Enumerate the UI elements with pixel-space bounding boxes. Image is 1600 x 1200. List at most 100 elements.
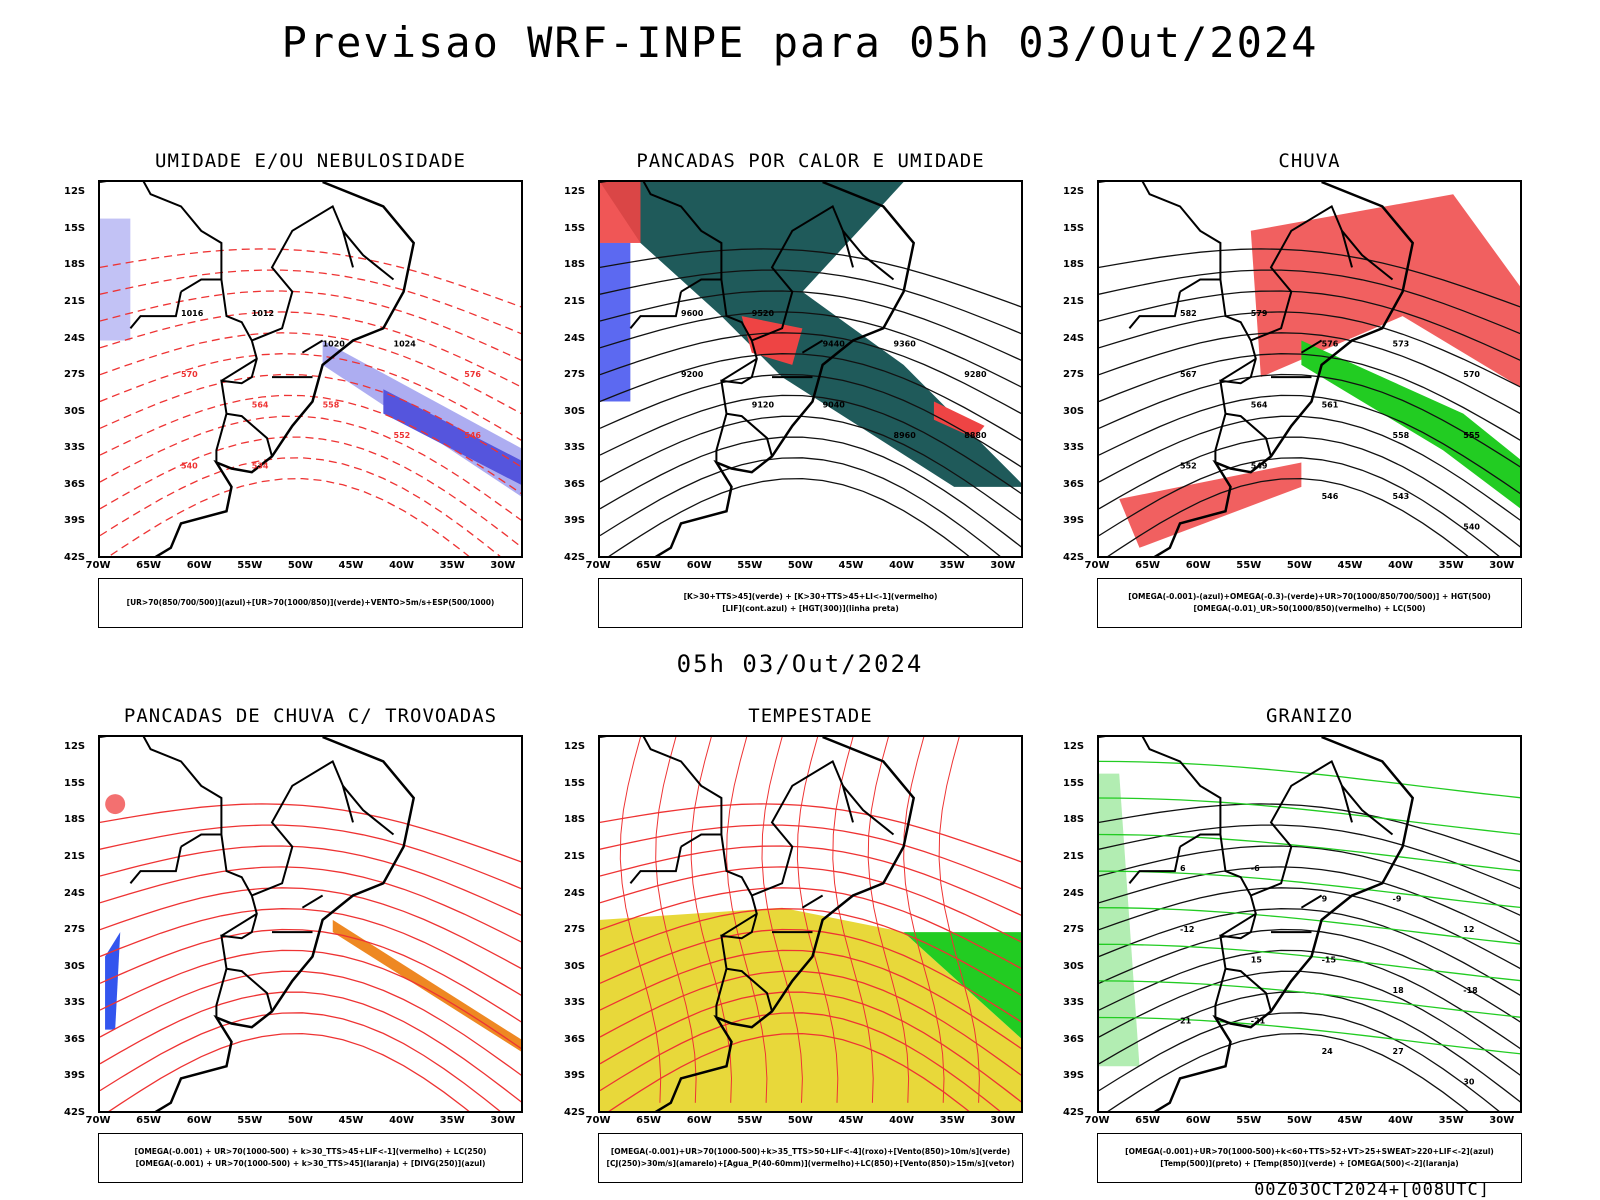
x-axis-label: 70W xyxy=(585,560,611,571)
y-axis-label: 18S xyxy=(64,814,86,826)
y-axis-label: 30S xyxy=(564,960,586,972)
contour-label: 18 xyxy=(1393,986,1405,995)
x-axis-label: 65W xyxy=(136,1115,162,1126)
contour-label: 540 xyxy=(181,462,198,471)
legend-line: [UR>70(850/700/500)](azul)+[UR>70(1000/8… xyxy=(126,598,495,607)
contour-label: 1020 xyxy=(323,340,346,349)
map-area: 582 579 576 573 570 567 564 561 558 555 552 549 546 5… xyxy=(1097,180,1522,558)
contour-label: 576 xyxy=(1322,340,1339,349)
y-axis-label: 15S xyxy=(64,777,86,789)
panel-title: PANCADAS POR CALOR E UMIDADE xyxy=(636,150,985,172)
x-axis-label: 35W xyxy=(1438,560,1464,571)
x-axis-label: 55W xyxy=(737,560,763,571)
y-axis-label: 21S xyxy=(1063,850,1085,862)
contour-label: 549 xyxy=(1251,462,1268,471)
y-axis-label: 33S xyxy=(564,997,586,1009)
x-axis-label: 30W xyxy=(1489,560,1515,571)
y-axis-label: 36S xyxy=(564,478,586,490)
y-axis-label: 12S xyxy=(564,741,586,753)
x-axis-label: 50W xyxy=(787,1115,813,1126)
contour-label: 9280 xyxy=(964,370,987,379)
x-axis-label: 65W xyxy=(1135,1115,1161,1126)
panel-title: CHUVA xyxy=(1278,150,1341,172)
contour-label: 1024 xyxy=(394,340,417,349)
contour-label: 534 xyxy=(252,462,269,471)
y-axis-label: 24S xyxy=(64,887,86,899)
x-axis-label: 65W xyxy=(636,1115,662,1126)
legend-line: [Temp(500)](preto) + [Temp(850)](verde) … xyxy=(1160,1159,1459,1168)
contour-label: 9 xyxy=(1322,895,1328,904)
x-axis-label: 45W xyxy=(1337,1115,1363,1126)
contour-label: 6 xyxy=(1180,864,1186,873)
y-axis-label: 21S xyxy=(64,295,86,307)
y-axis-label: 30S xyxy=(1063,405,1085,417)
contour-label: 546 xyxy=(1322,492,1339,501)
panel-legend: [OMEGA(-0.001)+UR>70(1000-500)+k<60+TTS>… xyxy=(1097,1133,1522,1183)
contour-label: 8880 xyxy=(964,431,987,440)
contour-label: -12 xyxy=(1180,925,1194,934)
y-axis-label: 15S xyxy=(564,777,586,789)
contour-label: 30 xyxy=(1463,1078,1475,1087)
y-axis-label: 18S xyxy=(564,814,586,826)
contour-label: 15 xyxy=(1251,956,1263,965)
x-axis-label: 60W xyxy=(686,1115,712,1126)
y-axis-label: 27S xyxy=(64,369,86,381)
contour-label: -21 xyxy=(1251,1017,1266,1026)
panel-title: UMIDADE E/OU NEBULOSIDADE xyxy=(155,150,466,172)
legend-line: [OMEGA(-0.01)_UR>50(1000/850)(vermelho) … xyxy=(1193,604,1426,613)
x-axis-label: 45W xyxy=(838,560,864,571)
x-axis-label: 70W xyxy=(1084,560,1110,571)
contour-label: 570 xyxy=(181,370,198,379)
contour-label: 552 xyxy=(394,431,411,440)
x-axis-label: 40W xyxy=(389,1115,415,1126)
panel-legend: [OMEGA(-0.001)-(azul)+OMEGA(-0.3)-(verde… xyxy=(1097,578,1522,628)
panel-chuva: CHUVA 582 579 576 573 570 567 564 561 558 555 552 5… xyxy=(1063,150,1522,628)
panel-pancadas-calor: PANCADAS POR CALOR E UMIDADE 9600 9520 944… xyxy=(564,150,1023,628)
contour-label: 555 xyxy=(1463,431,1480,440)
y-axis-label: 33S xyxy=(64,442,86,454)
y-axis-label: 15S xyxy=(1063,777,1085,789)
x-axis-label: 50W xyxy=(787,560,813,571)
x-axis-label: 50W xyxy=(1286,1115,1312,1126)
legend-line: [CJ(250)>30m/s](amarelo)+[Agua_P(40-60mm… xyxy=(606,1159,1015,1168)
run-timestamp: 00Z03OCT2024+[008UTC] xyxy=(1254,1180,1490,1200)
contour-label: 564 xyxy=(1251,401,1268,410)
x-axis-label: 65W xyxy=(636,560,662,571)
y-axis-label: 18S xyxy=(1063,814,1085,826)
contour-label: 9600 xyxy=(681,309,704,318)
x-axis-label: 40W xyxy=(1388,1115,1414,1126)
x-axis-label: 45W xyxy=(1337,560,1363,571)
contour-label: 558 xyxy=(1393,431,1410,440)
x-axis-label: 55W xyxy=(237,560,263,571)
panel-title: PANCADAS DE CHUVA C/ TROVOADAS xyxy=(123,705,498,727)
y-axis-label: 42S xyxy=(64,1107,86,1118)
y-axis-label: 21S xyxy=(64,850,86,862)
x-axis-label: 40W xyxy=(889,560,915,571)
contour-label: -6 xyxy=(1251,864,1260,873)
legend-line: [K>30+TTS>45](verde) + [K>30+TTS>45+LI<-… xyxy=(683,592,938,601)
contour-label: 552 xyxy=(1180,462,1197,471)
contour-label: 1016 xyxy=(181,309,204,318)
contour-label: 9200 xyxy=(681,370,704,379)
y-axis-label: 15S xyxy=(1063,222,1085,234)
y-axis-label: 36S xyxy=(64,478,86,490)
contour-label: 561 xyxy=(1322,401,1339,410)
main-title: Previsao WRF-INPE para 05h 03/Out/2024 xyxy=(281,18,1319,67)
y-axis-label: 12S xyxy=(564,186,586,198)
panel-pancadas-trovoadas: PANCADAS DE CHUVA C/ TROVOADAS [OMEGA(-0… xyxy=(64,705,523,1183)
y-axis-label: 42S xyxy=(564,1107,586,1118)
y-axis-label: 15S xyxy=(564,222,586,234)
x-axis-label: 60W xyxy=(686,560,712,571)
contour-label: 9040 xyxy=(823,401,846,410)
y-axis-label: 24S xyxy=(1063,332,1085,344)
contour-label: 540 xyxy=(1463,523,1480,532)
y-axis-label: 27S xyxy=(564,369,586,381)
y-axis-label: 24S xyxy=(1063,887,1085,899)
forecast-time-title: 05h 03/Out/2024 xyxy=(676,650,924,678)
y-axis-label: 18S xyxy=(1063,259,1085,271)
y-axis-label: 36S xyxy=(564,1033,586,1045)
y-axis-label: 21S xyxy=(1063,295,1085,307)
y-axis-label: 30S xyxy=(64,405,86,417)
y-axis-label: 42S xyxy=(1063,1107,1085,1118)
y-axis-label: 42S xyxy=(1063,552,1085,563)
